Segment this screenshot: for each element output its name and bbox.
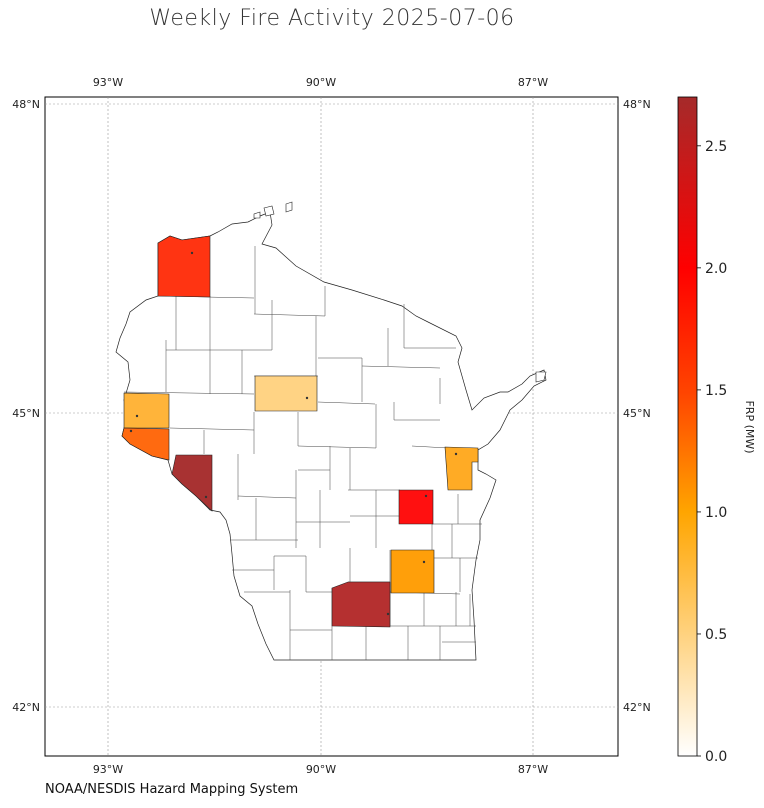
right-lat-labels: 48°N 45°N 42°N (623, 98, 651, 714)
county-polk-fire (123, 392, 170, 429)
fire-detections (129, 251, 458, 616)
lat-label-left: 42°N (12, 701, 40, 714)
county-rock-fire (331, 581, 391, 628)
lat-label-right: 45°N (623, 407, 651, 420)
fire-point (204, 495, 208, 499)
colorbar-tick-label: 0.5 (705, 627, 727, 643)
lon-label-top: 90°W (306, 76, 336, 89)
fire-point (424, 494, 428, 498)
county-douglas-fire (157, 235, 211, 298)
fire-point (422, 560, 426, 564)
lon-label-bottom: 87°W (518, 763, 548, 776)
colorbar-tick-label: 1.5 (705, 383, 727, 399)
colorbar-tick-label: 2.5 (705, 139, 727, 155)
county-stcroix-fire (121, 427, 170, 461)
lat-label-right: 48°N (623, 98, 651, 111)
colorbar-tick-label: 1.0 (705, 505, 727, 521)
lat-label-left: 48°N (12, 98, 40, 111)
county-marathon-fire (254, 375, 318, 412)
colorbar (677, 96, 698, 757)
data-credit: NOAA/NESDIS Hazard Mapping System (45, 782, 299, 797)
lat-label-right: 42°N (623, 701, 651, 714)
fire-point (190, 251, 194, 255)
islands (253, 201, 547, 383)
county-washington-fire (390, 549, 435, 594)
lon-label-top: 87°W (518, 76, 548, 89)
colorbar-ticks: 0.0 0.5 1.0 1.5 2.0 2.5 (697, 139, 727, 765)
fire-point (129, 429, 133, 433)
top-lon-labels: 93°W 90°W 87°W (93, 76, 548, 89)
county-pierce-fire (171, 454, 213, 512)
colorbar-tick-label: 2.0 (705, 261, 727, 277)
map-title: Weekly Fire Activity 2025-07-06 (149, 6, 515, 31)
fire-point (386, 612, 390, 616)
lat-label-left: 45°N (12, 407, 40, 420)
county-manitowoc-fire (444, 446, 479, 491)
colorbar-label: FRP (MW) (743, 400, 756, 453)
lon-label-top: 93°W (93, 76, 123, 89)
bottom-lon-labels: 93°W 90°W 87°W (93, 763, 548, 776)
fire-point (135, 414, 139, 418)
county-fonddulac-fire (398, 489, 434, 525)
fire-counties (121, 235, 479, 628)
fire-point (454, 452, 458, 456)
lon-label-bottom: 90°W (306, 763, 336, 776)
lon-label-bottom: 93°W (93, 763, 123, 776)
left-lat-labels: 48°N 45°N 42°N (12, 98, 40, 714)
fire-point (305, 396, 309, 400)
colorbar-tick-label: 0.0 (705, 749, 727, 765)
